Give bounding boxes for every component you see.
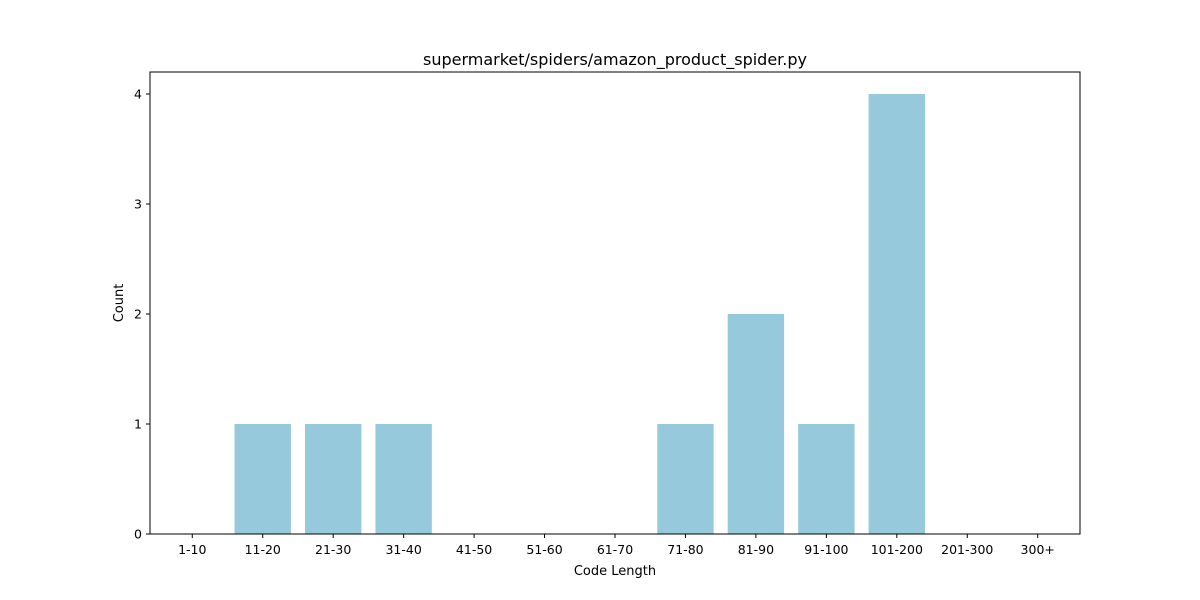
bar-21-30 <box>305 424 362 534</box>
y-axis-ticks: 0 1 2 3 4 <box>134 87 150 542</box>
x-tick-label: 101-200 <box>871 542 923 557</box>
bar-31-40 <box>375 424 432 534</box>
x-tick-label: 201-300 <box>941 542 993 557</box>
x-tick-label: 31-40 <box>385 542 421 557</box>
x-tick-label: 41-50 <box>456 542 492 557</box>
bars-group <box>234 94 925 534</box>
bar-81-90 <box>727 314 785 534</box>
bar-11-20 <box>234 424 291 534</box>
y-tick-label: 4 <box>134 87 142 102</box>
y-tick-label: 1 <box>134 417 142 432</box>
x-tick-label: 21-30 <box>315 542 351 557</box>
y-tick-label: 2 <box>134 307 142 322</box>
x-tick-label: 1-10 <box>178 542 206 557</box>
x-tick-label: 81-90 <box>738 542 774 557</box>
y-axis-label: Count <box>112 284 127 323</box>
chart-title: supermarket/spiders/amazon_product_spide… <box>423 50 807 70</box>
x-tick-label: 11-20 <box>245 542 281 557</box>
bar-71-80 <box>657 424 714 534</box>
x-tick-label: 61-70 <box>597 542 633 557</box>
x-tick-label: 91-100 <box>804 542 848 557</box>
y-tick-label: 3 <box>134 197 142 212</box>
bar-101-200 <box>868 94 925 534</box>
x-axis-ticks: 1-10 11-20 21-30 31-40 41-50 51-60 61-70 71-80 8… <box>178 534 1055 557</box>
bar-91-100 <box>798 424 855 534</box>
y-tick-label: 0 <box>134 527 142 542</box>
x-tick-label: 71-80 <box>667 542 703 557</box>
x-tick-label: 51-60 <box>526 542 562 557</box>
x-tick-label: 300+ <box>1021 542 1055 557</box>
x-axis-label: Code Length <box>574 564 656 579</box>
plot-area-frame <box>149 71 1081 535</box>
